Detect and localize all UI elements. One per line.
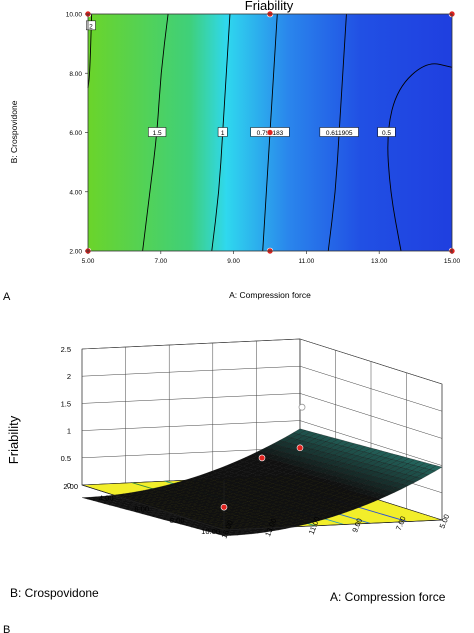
y-tick-label: 6.00 bbox=[134, 505, 149, 514]
contour-x-axis-label: A: Compression force bbox=[229, 290, 311, 300]
x-tick-label: 7.00 bbox=[154, 258, 167, 265]
surface-panel: B 00.511.522.55.007.009.0011.0013.0015.0… bbox=[3, 338, 451, 633]
contour-y-axis-label: B: Crospovidone bbox=[9, 100, 19, 163]
y-tick-label: 8.00 bbox=[69, 71, 82, 78]
contour-line bbox=[327, 13, 347, 252]
surface-design-points bbox=[220, 403, 306, 511]
contour-label-box bbox=[217, 127, 228, 137]
surface-box-edge bbox=[81, 484, 225, 531]
x-tick-label: 15.00 bbox=[444, 258, 461, 265]
contour-line bbox=[87, 13, 93, 89]
x-tick-label: 13.00 bbox=[371, 258, 388, 265]
contour-line bbox=[142, 13, 169, 252]
contour-x-ticks: 5.00 7.00 9.00 11.00 13.00 15.00 bbox=[82, 251, 461, 265]
design-point bbox=[220, 503, 228, 511]
y-tick-label: 4.00 bbox=[99, 493, 114, 502]
contour-level-label: 0.5 bbox=[382, 130, 391, 137]
z-tick-label: 1 bbox=[67, 427, 71, 436]
y-tick-label: 10.00 bbox=[201, 527, 220, 536]
y-tick-label: 10.00 bbox=[66, 12, 83, 19]
contour-level-label: 2 bbox=[89, 23, 93, 30]
contour-level-label: 1.5 bbox=[153, 130, 162, 137]
surface-grid-line bbox=[81, 420, 301, 431]
response-surface bbox=[81, 428, 443, 536]
contour-line bbox=[211, 13, 231, 252]
y-tick-label: 2.00 bbox=[69, 249, 82, 256]
y-tick-label: 4.00 bbox=[69, 189, 82, 196]
surface-grid-line bbox=[81, 338, 301, 350]
surface-y-axis-label: B: Crospovidone bbox=[10, 586, 99, 600]
z-tick-label: 2 bbox=[67, 372, 71, 381]
panel-label-a: A bbox=[3, 291, 11, 303]
surface-cell bbox=[218, 533, 231, 536]
design-point bbox=[296, 444, 304, 452]
contour-level-label: 0.611905 bbox=[326, 130, 353, 137]
contour-label-box bbox=[377, 127, 396, 137]
contour-line bbox=[262, 13, 278, 252]
design-point bbox=[266, 129, 274, 136]
contour-level-label: 1 bbox=[221, 130, 225, 137]
contour-label-box bbox=[148, 127, 167, 137]
surface-x-axis-label: A: Compression force bbox=[330, 590, 446, 604]
surface-grid-line bbox=[81, 393, 301, 404]
surface-z-axis-label: Friability bbox=[6, 415, 21, 464]
z-tick-label: 2.5 bbox=[61, 345, 71, 354]
panel-label-b: B bbox=[3, 624, 10, 633]
contour-y-ticks: 2.00 4.00 6.00 8.00 10.00 bbox=[66, 12, 88, 256]
contour-label-box bbox=[319, 127, 359, 137]
contour-label-box bbox=[86, 20, 96, 31]
y-tick-label: 6.00 bbox=[69, 130, 82, 137]
x-tick-label: 5.00 bbox=[82, 258, 95, 265]
x-tick-label: 9.00 bbox=[227, 258, 240, 265]
x-tick-label: 11.00 bbox=[299, 258, 315, 265]
y-tick-label: 8.00 bbox=[170, 516, 185, 525]
y-tick-label: 2.00 bbox=[63, 482, 78, 491]
design-point bbox=[258, 454, 266, 462]
z-tick-label: 1.5 bbox=[61, 399, 71, 408]
contour-title: Friability bbox=[245, 0, 294, 13]
z-tick-label: 0 bbox=[67, 481, 71, 490]
surface-grid-line bbox=[81, 365, 301, 377]
z-tick-label: 0.5 bbox=[61, 454, 71, 463]
surface-box-edge bbox=[223, 519, 443, 531]
design-point bbox=[298, 403, 306, 411]
